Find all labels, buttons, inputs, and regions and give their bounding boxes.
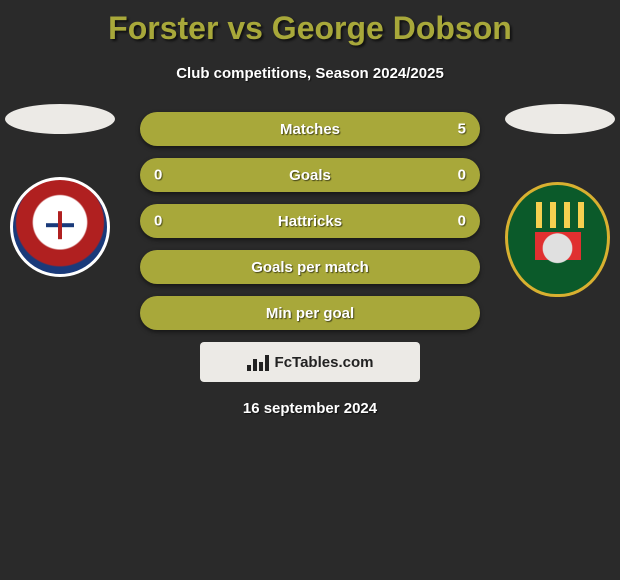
- player-left-avatar-placeholder: [5, 104, 115, 134]
- branding-badge: FcTables.com: [200, 342, 420, 382]
- stat-row-hattricks: 0 Hattricks 0: [140, 204, 480, 238]
- stat-rows: Matches 5 0 Goals 0 0 Hattricks 0 Goals …: [140, 112, 480, 330]
- stat-row-goals: 0 Goals 0: [140, 158, 480, 192]
- stat-label: Goals: [289, 167, 331, 184]
- stat-label: Goals per match: [251, 259, 369, 276]
- page-title: Forster vs George Dobson: [0, 0, 620, 47]
- player-right-avatar-placeholder: [505, 104, 615, 134]
- stat-left-value: 0: [154, 167, 162, 184]
- stat-label: Hattricks: [278, 213, 342, 230]
- stat-row-min-per-goal: Min per goal: [140, 296, 480, 330]
- date-line: 16 september 2024: [0, 400, 620, 417]
- stat-right-value: 0: [458, 167, 466, 184]
- stat-label: Matches: [280, 121, 340, 138]
- club-badge-left: [10, 177, 110, 277]
- club-badge-right: [505, 182, 610, 297]
- stat-row-goals-per-match: Goals per match: [140, 250, 480, 284]
- stat-right-value: 5: [458, 121, 466, 138]
- stat-label: Min per goal: [266, 305, 354, 322]
- chart-icon: [247, 353, 269, 371]
- comparison-panel: Matches 5 0 Goals 0 0 Hattricks 0 Goals …: [0, 112, 620, 417]
- branding-text: FcTables.com: [275, 354, 374, 371]
- subtitle: Club competitions, Season 2024/2025: [0, 65, 620, 82]
- stat-left-value: 0: [154, 213, 162, 230]
- stat-row-matches: Matches 5: [140, 112, 480, 146]
- stat-right-value: 0: [458, 213, 466, 230]
